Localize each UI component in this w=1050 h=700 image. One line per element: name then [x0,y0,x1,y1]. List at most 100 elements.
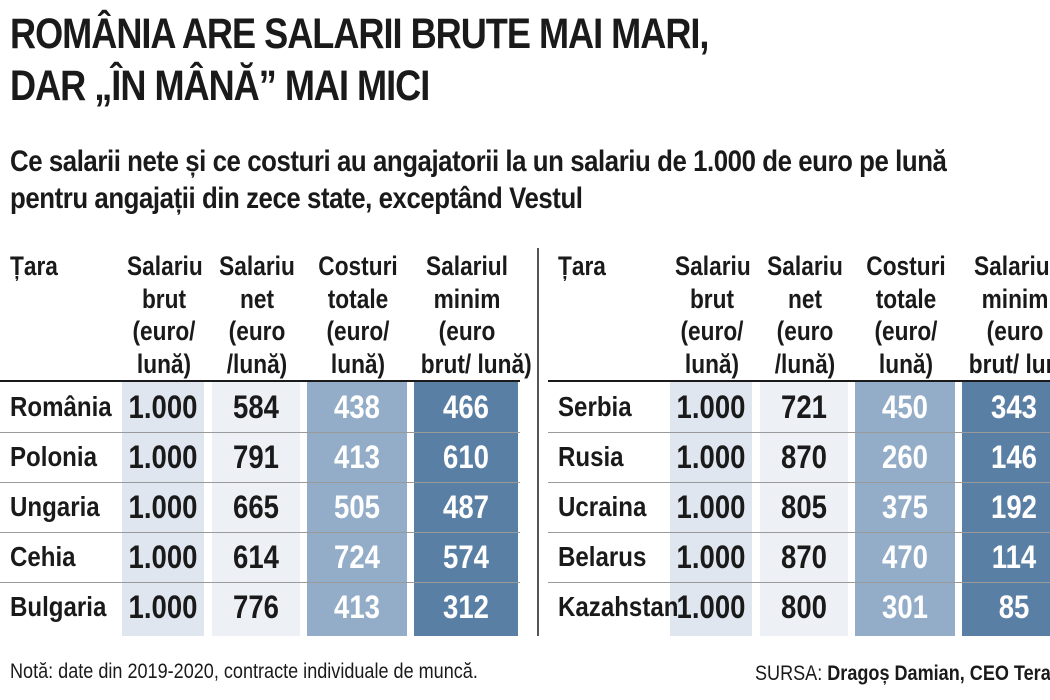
source-credit: SURSA: Dragoș Damian, CEO Terapia [755,662,1050,686]
header-country: Țara [10,250,102,283]
row-separator [548,432,1050,433]
cell-minim: 487 [443,489,489,525]
cell-costuri: 375 [882,489,928,525]
header-line: lună) [330,348,386,379]
cell-costuri: 260 [882,439,928,475]
cell-country: Ungaria [10,491,100,522]
cell-costuri: 450 [882,389,928,425]
cell-country: Polonia [10,441,97,472]
row-separator [548,582,1050,583]
header-costuri: Costuri totale (euro/lună) [313,250,402,380]
cell-costuri: 470 [882,539,928,575]
cell-minim: 466 [443,389,489,425]
table-divider [537,248,539,636]
cell-minim: 343 [991,389,1037,425]
header-line: Costuri [318,251,398,281]
row-separator [0,582,520,583]
header-line: totale [875,283,937,314]
header-line: (euro/ [326,316,390,346]
header-brut: Salariu brut (euro/lună) [127,250,203,380]
column-background [307,382,407,636]
cell-minim: 312 [443,589,489,625]
header-line: totale [327,283,389,314]
header-line: Salariu [219,251,295,281]
header-line: Salariu [675,251,751,281]
cell-net: 584 [233,389,279,425]
cell-costuri: 438 [334,389,380,425]
cell-country: Serbia [558,391,632,422]
cell-brut: 1.000 [676,539,746,575]
header-line: /lună) [226,348,288,379]
cell-minim: 114 [991,539,1037,575]
header-rule [0,380,520,382]
header-line: lună) [136,348,192,379]
cell-net: 776 [233,589,279,625]
footnote: Notă: date din 2019-2020, contracte indi… [10,660,478,683]
cell-brut: 1.000 [676,439,746,475]
cell-costuri: 301 [882,589,928,625]
header-line: /lună) [774,348,836,379]
cell-net: 791 [233,439,279,475]
cell-brut: 1.000 [128,539,198,575]
column-background [962,382,1050,636]
cell-net: 870 [781,439,827,475]
column-background [212,382,300,636]
header-line: (euro/ [874,316,938,346]
column-background [122,382,204,636]
cell-net: 665 [233,489,279,525]
row-separator [548,532,1050,533]
header-line: (euro [776,316,834,346]
cell-minim: 146 [991,439,1037,475]
table-right: Țara Salariu brut (euro/lună) Salariu net (eur… [548,250,1050,636]
header-line: (euro [438,316,496,346]
title-line-1: ROMÂNIA ARE SALARII BRUTE MAI MARI, [10,10,709,58]
header-line: (euro [986,316,1044,346]
header-line: net [787,283,823,314]
header-line: (euro/ [680,316,744,346]
source-label: SURSA: [755,662,823,685]
cell-net: 614 [233,539,279,575]
column-background [414,382,518,636]
cell-costuri: 413 [334,439,380,475]
table-left: Țara Salariu brut (euro/lună) Salariu net (eur… [0,250,532,636]
cell-brut: 1.000 [128,589,198,625]
header-rule [548,380,1050,382]
header-line: minim [433,283,501,314]
column-background [855,382,955,636]
header-costuri: Costuri totale (euro/lună) [861,250,950,380]
cell-net: 805 [781,489,827,525]
header-line: brut [689,283,735,314]
header-line: Salariul [974,251,1050,281]
cell-country: Belarus [558,541,647,572]
cell-country: Kazahstan [558,591,679,622]
cell-costuri: 413 [334,589,380,625]
header-line: Țara [558,251,606,281]
header-line: lună) [878,348,934,379]
header-line: (euro/ [132,316,196,346]
header-line: brut/ lună) [420,348,532,379]
row-separator [0,482,520,483]
header-line: brut [141,283,187,314]
header-line: Salariu [767,251,843,281]
cell-country: Ucraina [558,491,647,522]
cell-costuri: 724 [334,539,380,575]
cell-net: 870 [781,539,827,575]
cell-brut: 1.000 [128,389,198,425]
cell-brut: 1.000 [676,589,746,625]
cell-minim: 610 [443,439,489,475]
cell-minim: 574 [443,539,489,575]
cell-minim: 192 [991,489,1037,525]
cell-costuri: 505 [334,489,380,525]
cell-brut: 1.000 [676,389,746,425]
cell-brut: 1.000 [128,439,198,475]
header-line: lună) [684,348,740,379]
header-country: Țara [558,250,650,283]
header-line: Costuri [866,251,946,281]
row-separator [0,432,520,433]
header-line: minim [981,283,1049,314]
title-line-2: DAR „ÎN MÂNĂ” MAI MICI [10,62,430,110]
page-title: ROMÂNIA ARE SALARII BRUTE MAI MARI, DAR … [10,8,875,112]
header-line: (euro [228,316,286,346]
page-subtitle: Ce salarii nete și ce costuri au angajat… [10,145,947,215]
